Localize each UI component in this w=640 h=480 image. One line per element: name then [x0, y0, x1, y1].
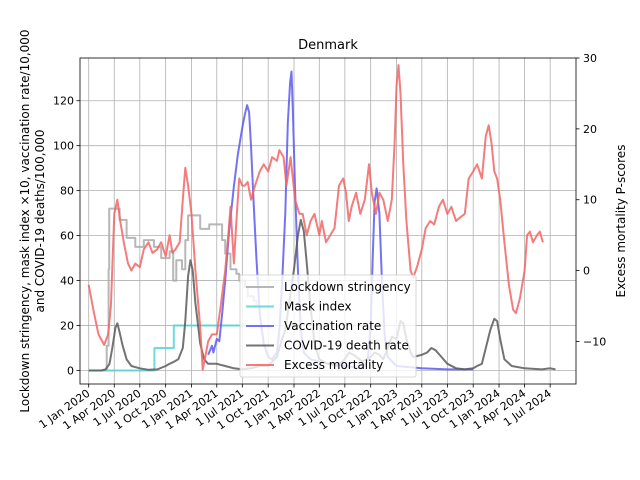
right-tick-label: 30: [583, 52, 597, 65]
right-tick-label: 10: [583, 194, 597, 207]
left-axis-ticks: 0 20 40 60 80 100 120: [53, 95, 80, 378]
left-tick-label: 100: [53, 140, 74, 153]
legend-label-vaccination-rate: Vaccination rate: [284, 319, 381, 333]
plot-frame: [79, 57, 577, 385]
legend-label-lockdown-stringency: Lockdown stringency: [284, 280, 411, 294]
left-tick-label: 20: [60, 320, 74, 333]
legend: Lockdown stringency Mask index Vaccination…: [239, 274, 417, 378]
legend-label-covid-19-death-rate: COVID-19 death rate: [284, 339, 409, 353]
left-tick-label: 80: [60, 185, 74, 198]
right-axis-ticks: −10 0 10 20 30: [576, 52, 606, 348]
left-tick-label: 0: [67, 365, 74, 378]
legend-box: [239, 274, 417, 378]
left-tick-label: 40: [60, 275, 74, 288]
legend-label-excess-mortality: Excess mortality: [284, 358, 383, 372]
left-axis-label-line1: Lockdown stringency, mask index ×10, vac…: [18, 29, 32, 412]
right-tick-label: −10: [583, 335, 606, 348]
chart-title: Denmark: [298, 38, 358, 53]
right-tick-label: 20: [583, 123, 597, 136]
right-tick-label: 0: [583, 265, 590, 278]
series-line-excess-mortality: [87, 64, 544, 371]
right-axis-label: Excess mortality P-scores: [614, 145, 628, 298]
left-tick-label: 120: [53, 95, 74, 108]
series-line-lockdown-stringency: [88, 207, 258, 372]
legend-label-mask-index: Mask index: [284, 300, 352, 314]
left-axis-label-line2: and COVID-19 deaths/100,000: [33, 130, 47, 313]
series-line-vaccination-rate: [207, 70, 474, 371]
left-tick-label: 60: [60, 230, 74, 243]
